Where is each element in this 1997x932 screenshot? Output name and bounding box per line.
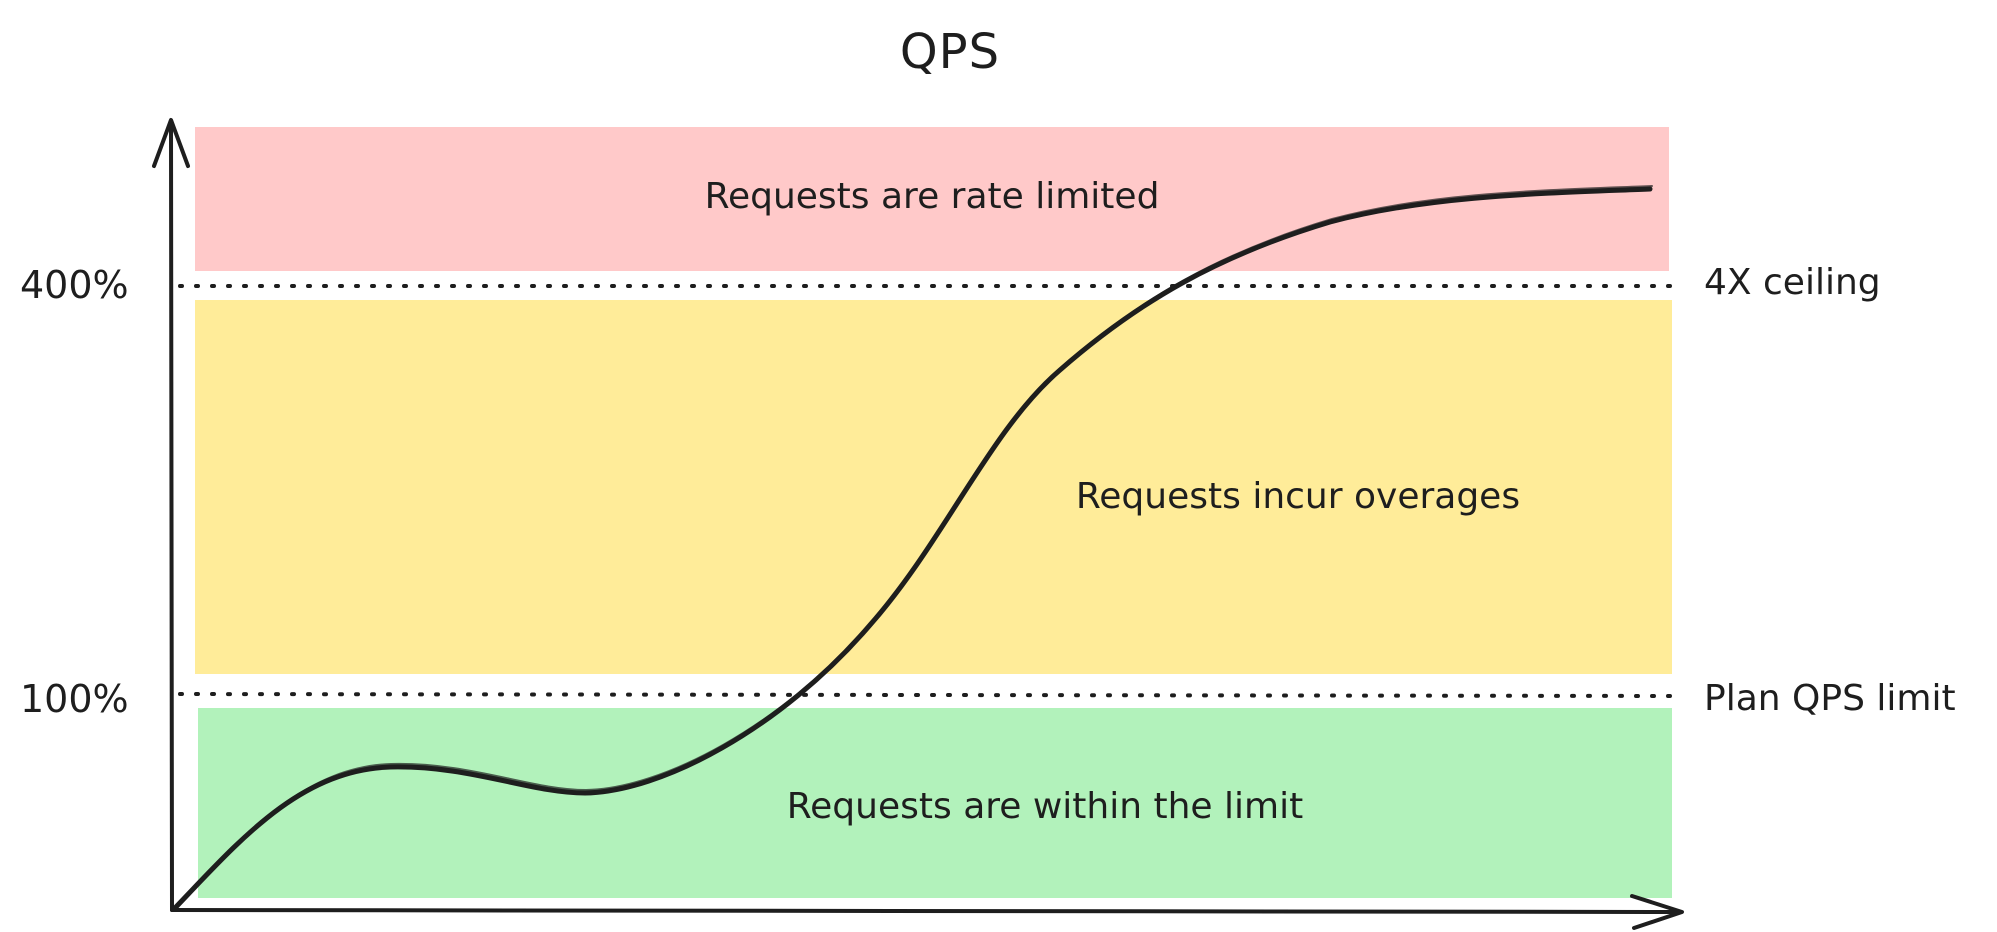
tick-label-400: 400% <box>20 263 129 307</box>
band-label-overages: Requests incur overages <box>1076 476 1520 517</box>
band-overages <box>195 300 1672 674</box>
band-label-rate-limited: Requests are rate limited <box>705 176 1160 217</box>
y-axis <box>169 120 174 912</box>
y-axis-arrow-icon <box>152 118 190 168</box>
limit-threshold-line <box>178 692 1674 698</box>
ceiling-threshold-label: 4X ceiling <box>1704 262 1881 303</box>
tick-label-100: 100% <box>20 677 129 721</box>
x-axis-arrow-icon <box>1630 894 1684 930</box>
band-label-within-limit: Requests are within the limit <box>787 786 1303 827</box>
qps-curve-sketch-stroke <box>177 185 1653 907</box>
chart-title: QPS <box>900 24 1000 80</box>
limit-threshold-label: Plan QPS limit <box>1704 678 1956 719</box>
band-within-limit <box>198 708 1672 898</box>
band-rate-limited <box>195 127 1669 271</box>
x-axis <box>170 908 1682 914</box>
